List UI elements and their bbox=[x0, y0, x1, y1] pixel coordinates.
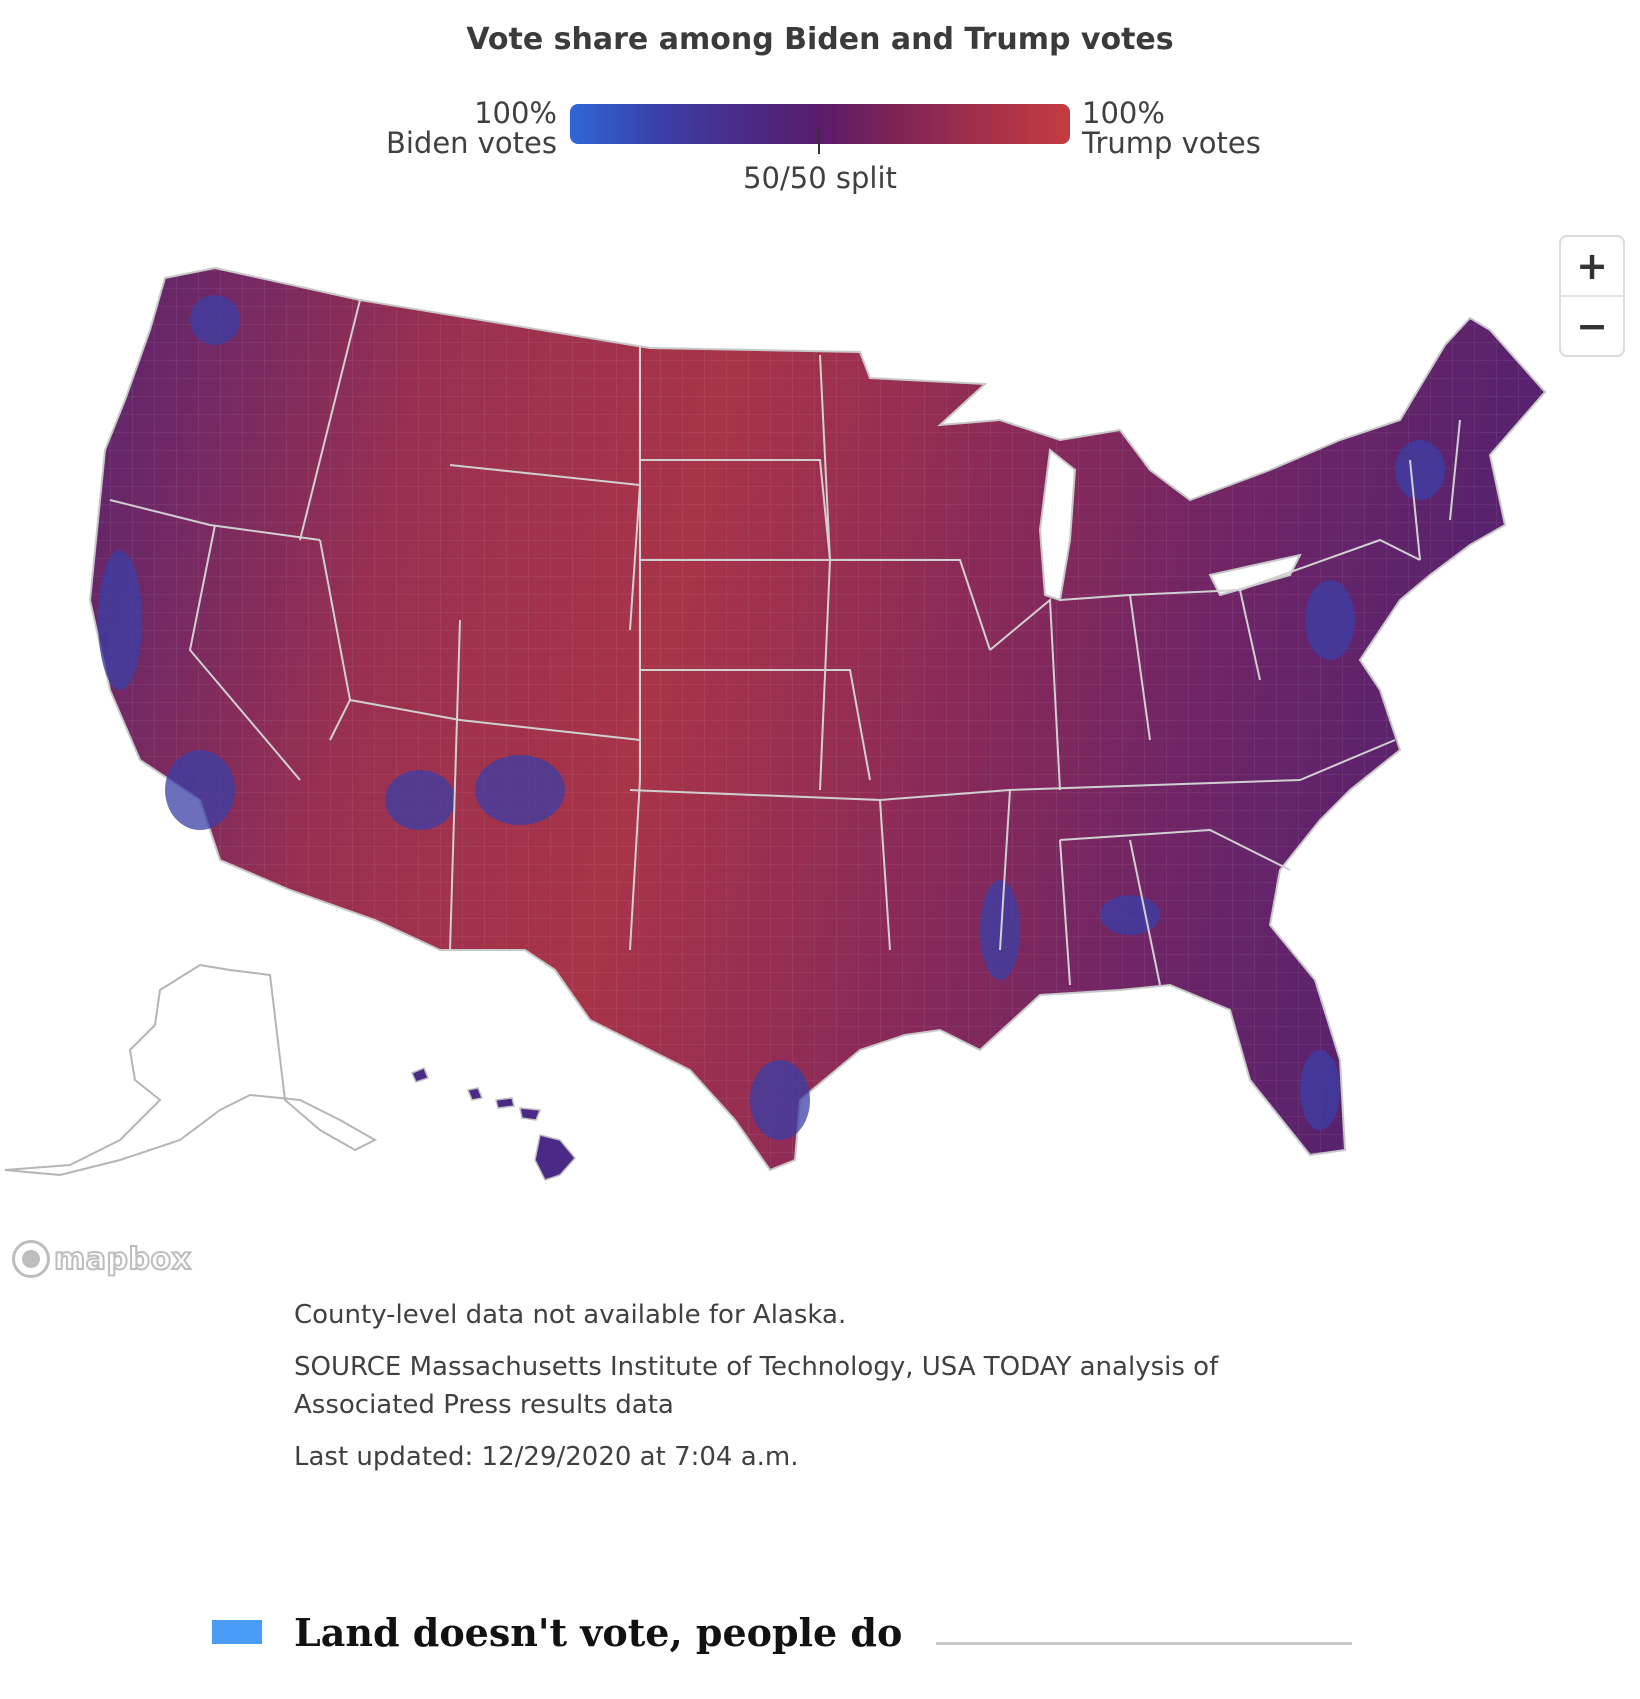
section-heading: Land doesn't vote, people do bbox=[294, 1609, 903, 1655]
source-note: SOURCE Massachusetts Institute of Techno… bbox=[294, 1352, 1219, 1420]
color-legend: 100% Biden votes 100% Trump votes 50/50 … bbox=[0, 98, 1640, 208]
alaska-note: County-level data not available for Alas… bbox=[294, 1300, 847, 1330]
legend-right-pct: 100% bbox=[1082, 96, 1165, 130]
legend-midpoint-tick bbox=[818, 128, 820, 154]
zoom-controls: + − bbox=[1559, 235, 1625, 357]
us-county-map[interactable] bbox=[0, 230, 1640, 1210]
legend-right-label: 100% Trump votes bbox=[1082, 98, 1261, 158]
map-notes: County-level data not available for Alas… bbox=[294, 1296, 1294, 1490]
legend-right-text: Trump votes bbox=[1082, 126, 1261, 160]
legend-left-label: 100% Biden votes bbox=[386, 98, 557, 158]
legend-left-text: Biden votes bbox=[385, 126, 557, 160]
legend-mid-label: 50/50 split bbox=[743, 161, 897, 195]
mapbox-wordmark: mapbox bbox=[53, 1241, 192, 1278]
mapbox-icon bbox=[12, 1240, 50, 1278]
mapbox-attribution-logo[interactable]: mapbox bbox=[12, 1240, 192, 1278]
legend-left-pct: 100% bbox=[474, 96, 557, 130]
section-accent-swatch bbox=[212, 1620, 262, 1644]
alaska-outline bbox=[4, 963, 378, 1177]
zoom-in-button[interactable]: + bbox=[1576, 244, 1608, 288]
last-updated-note: Last updated: 12/29/2020 at 7:04 a.m. bbox=[294, 1442, 799, 1472]
county-grid bbox=[90, 268, 1545, 1170]
map-svg[interactable] bbox=[0, 230, 1640, 1210]
section-header: Land doesn't vote, people do bbox=[212, 1602, 1352, 1662]
biden-regions bbox=[98, 295, 1445, 1140]
legend-gradient-bar bbox=[570, 104, 1070, 144]
zoom-out-button[interactable]: − bbox=[1576, 304, 1608, 348]
state-borders bbox=[109, 299, 1461, 986]
hawaii-islands bbox=[411, 1067, 576, 1181]
chart-title: Vote share among Biden and Trump votes bbox=[466, 22, 1174, 57]
section-rule bbox=[936, 1641, 1352, 1645]
zoom-divider bbox=[1561, 295, 1623, 297]
